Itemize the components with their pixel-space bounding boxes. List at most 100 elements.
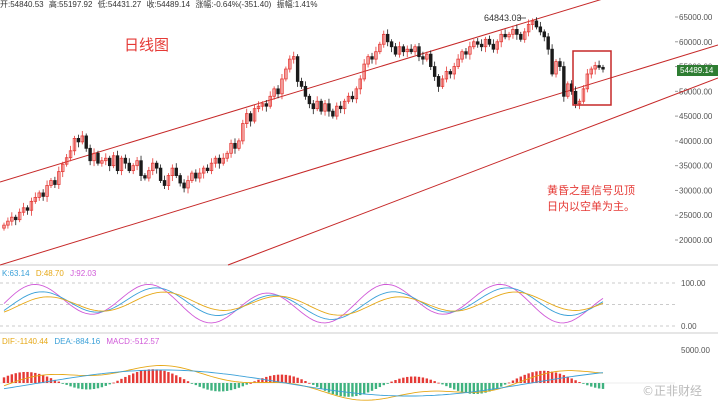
macd-bar: [472, 383, 476, 394]
candle-body: [393, 46, 398, 55]
macd-bar: [18, 372, 21, 383]
macd-bar: [296, 377, 299, 383]
macd-bar: [261, 378, 264, 383]
high-value: 高:55197.92: [48, 0, 93, 9]
macd-bar: [460, 383, 464, 393]
candle-body: [147, 170, 151, 179]
candle-body: [45, 185, 49, 197]
macd-bar: [26, 371, 29, 383]
candle-body: [115, 155, 120, 172]
candle-body: [593, 65, 597, 70]
macd-bar: [370, 383, 374, 391]
macd-bar: [488, 383, 491, 392]
ohlc-header: 开:54840.53 高:55197.92 低:54431.27 收:54489…: [0, 0, 320, 10]
price-tick-label: 50000.00: [679, 87, 713, 96]
candle-body: [57, 171, 61, 185]
candle-body: [429, 53, 433, 67]
macd-bar: [241, 383, 245, 387]
candle-body: [350, 95, 355, 100]
macd-bar: [225, 383, 229, 391]
overlay: [517, 17, 612, 106]
macd-bar: [519, 376, 522, 383]
candle-body: [217, 157, 222, 164]
macd-bar: [453, 383, 456, 390]
macd-bar: [135, 372, 139, 383]
candle-body: [154, 162, 159, 169]
candle-body: [401, 46, 406, 53]
candle-body: [522, 31, 527, 40]
macd-bar: [85, 383, 88, 390]
channel-upper: [0, 0, 602, 183]
candle-body: [17, 211, 22, 221]
macd-bar: [139, 370, 143, 383]
macd-bar: [65, 383, 68, 385]
macd-bar: [120, 378, 123, 383]
candle-body: [209, 162, 214, 172]
macd-bar: [214, 383, 217, 392]
candle-body: [511, 28, 515, 35]
macd-bar: [34, 372, 37, 383]
macd-bar: [108, 383, 111, 385]
candle-body: [354, 88, 359, 100]
macd-bar: [359, 383, 362, 396]
macd-bar: [69, 383, 72, 387]
macd-bar: [582, 383, 585, 384]
kdj-k: K:63.14: [2, 269, 30, 278]
macd-bar: [546, 370, 550, 383]
candle-body: [405, 48, 409, 53]
candle-body: [331, 110, 335, 117]
candle-body: [186, 180, 190, 189]
macd-bar: [128, 375, 131, 383]
macd-bar: [445, 383, 448, 387]
kdj-lines: [3, 283, 604, 324]
macd-bar: [163, 370, 166, 383]
macd-bar: [49, 378, 53, 383]
candle-body: [542, 31, 546, 38]
macd-bar: [218, 383, 221, 392]
candle-body: [295, 56, 300, 82]
candle-body: [84, 135, 88, 149]
highlight-box: [572, 50, 612, 106]
macd-bar: [527, 373, 530, 383]
open-value: 开:54840.53: [0, 0, 44, 9]
candle-body: [335, 105, 339, 117]
candle-body: [178, 175, 182, 184]
candle-body: [601, 66, 605, 70]
candle-body: [280, 78, 284, 95]
macd-bar: [269, 375, 272, 383]
macd-bar: [194, 383, 198, 386]
candle-body: [397, 46, 402, 55]
macd-bar: [476, 383, 479, 394]
macd-bar: [61, 383, 64, 384]
macd-bar: [190, 383, 194, 384]
price-tag: 54489.14: [677, 65, 718, 76]
kdj-legend: K:63.14 D:48.70 J:92.03: [2, 269, 100, 279]
annotation-line-2: 日内以空单为主。: [547, 200, 635, 213]
macd-bar: [159, 369, 162, 383]
macd-bar: [257, 379, 260, 383]
macd-bar: [386, 383, 389, 384]
macd-bar: [402, 377, 405, 383]
macd-bar: [300, 379, 303, 383]
macd-bar: [22, 372, 25, 383]
macd-bar: [507, 382, 511, 384]
candle-body: [409, 48, 413, 53]
macd-bar: [81, 383, 84, 390]
macd-bar: [511, 380, 515, 383]
annotation-note: 黄昏之星信号见顶 日内以空单为主。: [547, 183, 635, 215]
macd-bar: [421, 377, 425, 383]
macd-bar: [554, 372, 558, 383]
macd-bar: [222, 383, 225, 392]
candle-body: [550, 48, 554, 75]
candle-body: [562, 66, 566, 97]
annotation-line-1: 黄昏之星信号见顶: [547, 184, 635, 197]
macd-bar: [280, 374, 284, 383]
candle-body: [378, 43, 382, 53]
candle-body: [96, 152, 100, 164]
macd-bar: [331, 383, 335, 395]
macd-bar: [550, 371, 554, 383]
candle-body: [29, 200, 34, 211]
kdj-j-line: [3, 283, 604, 324]
trend-channel: [0, 0, 718, 266]
candle-body: [205, 167, 210, 172]
